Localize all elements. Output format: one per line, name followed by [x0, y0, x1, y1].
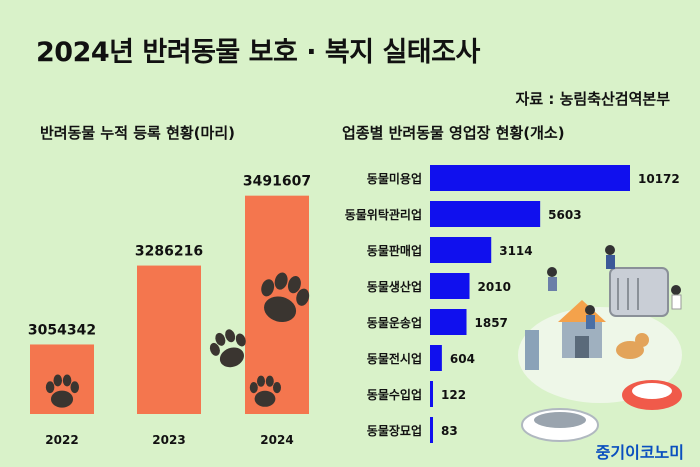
value-label: 83 [441, 424, 458, 438]
category-label: 동물수입업 [367, 388, 422, 402]
category-label: 2023 [152, 433, 185, 447]
source-label: 자료 : 농림축산검역본부 [515, 90, 670, 108]
bar-2023 [137, 265, 201, 414]
value-label: 3054342 [28, 322, 96, 338]
category-label: 2022 [45, 433, 78, 447]
value-label: 2010 [478, 280, 511, 294]
bar-동물전시업 [430, 345, 442, 371]
category-label: 동물판매업 [367, 243, 422, 258]
value-label: 1857 [475, 316, 508, 330]
category-label: 동물미용업 [367, 171, 422, 186]
category-label: 동물전시업 [367, 351, 422, 366]
value-label: 10172 [638, 172, 680, 186]
category-label: 동물생산업 [367, 279, 422, 294]
value-label: 5603 [548, 208, 581, 222]
bar-동물장묘업 [430, 417, 433, 443]
category-label: 동물장묘업 [367, 424, 422, 438]
bar-동물운송업 [430, 309, 467, 335]
right-chart-title: 업종별 반려동물 영업장 현황(개소) [342, 124, 565, 142]
bar-동물판매업 [430, 237, 492, 263]
page-title: 2024년 반려동물 보호 · 복지 실태조사 [36, 37, 480, 68]
pet-care-illustration [518, 245, 682, 442]
bar-동물생산업 [430, 273, 470, 299]
category-label: 2024 [260, 433, 293, 447]
brand-logo: 중기이코노미 [595, 443, 684, 462]
value-label: 604 [450, 352, 475, 366]
bar-동물미용업 [430, 165, 630, 191]
value-label: 3114 [499, 244, 532, 258]
paw-icon [261, 272, 310, 323]
value-label: 3286216 [135, 244, 203, 260]
category-label: 동물위탁관리업 [345, 207, 422, 222]
paw-icon [249, 375, 281, 407]
value-label: 122 [441, 388, 466, 402]
bar-동물수입업 [430, 381, 433, 407]
paw-icon [45, 374, 79, 408]
value-label: 3491607 [243, 174, 311, 190]
paw-icon [209, 329, 246, 368]
left-chart-title: 반려동물 누적 등록 현황(마리) [40, 124, 235, 142]
category-label: 동물운송업 [367, 315, 422, 330]
bar-동물위탁관리업 [430, 201, 541, 227]
